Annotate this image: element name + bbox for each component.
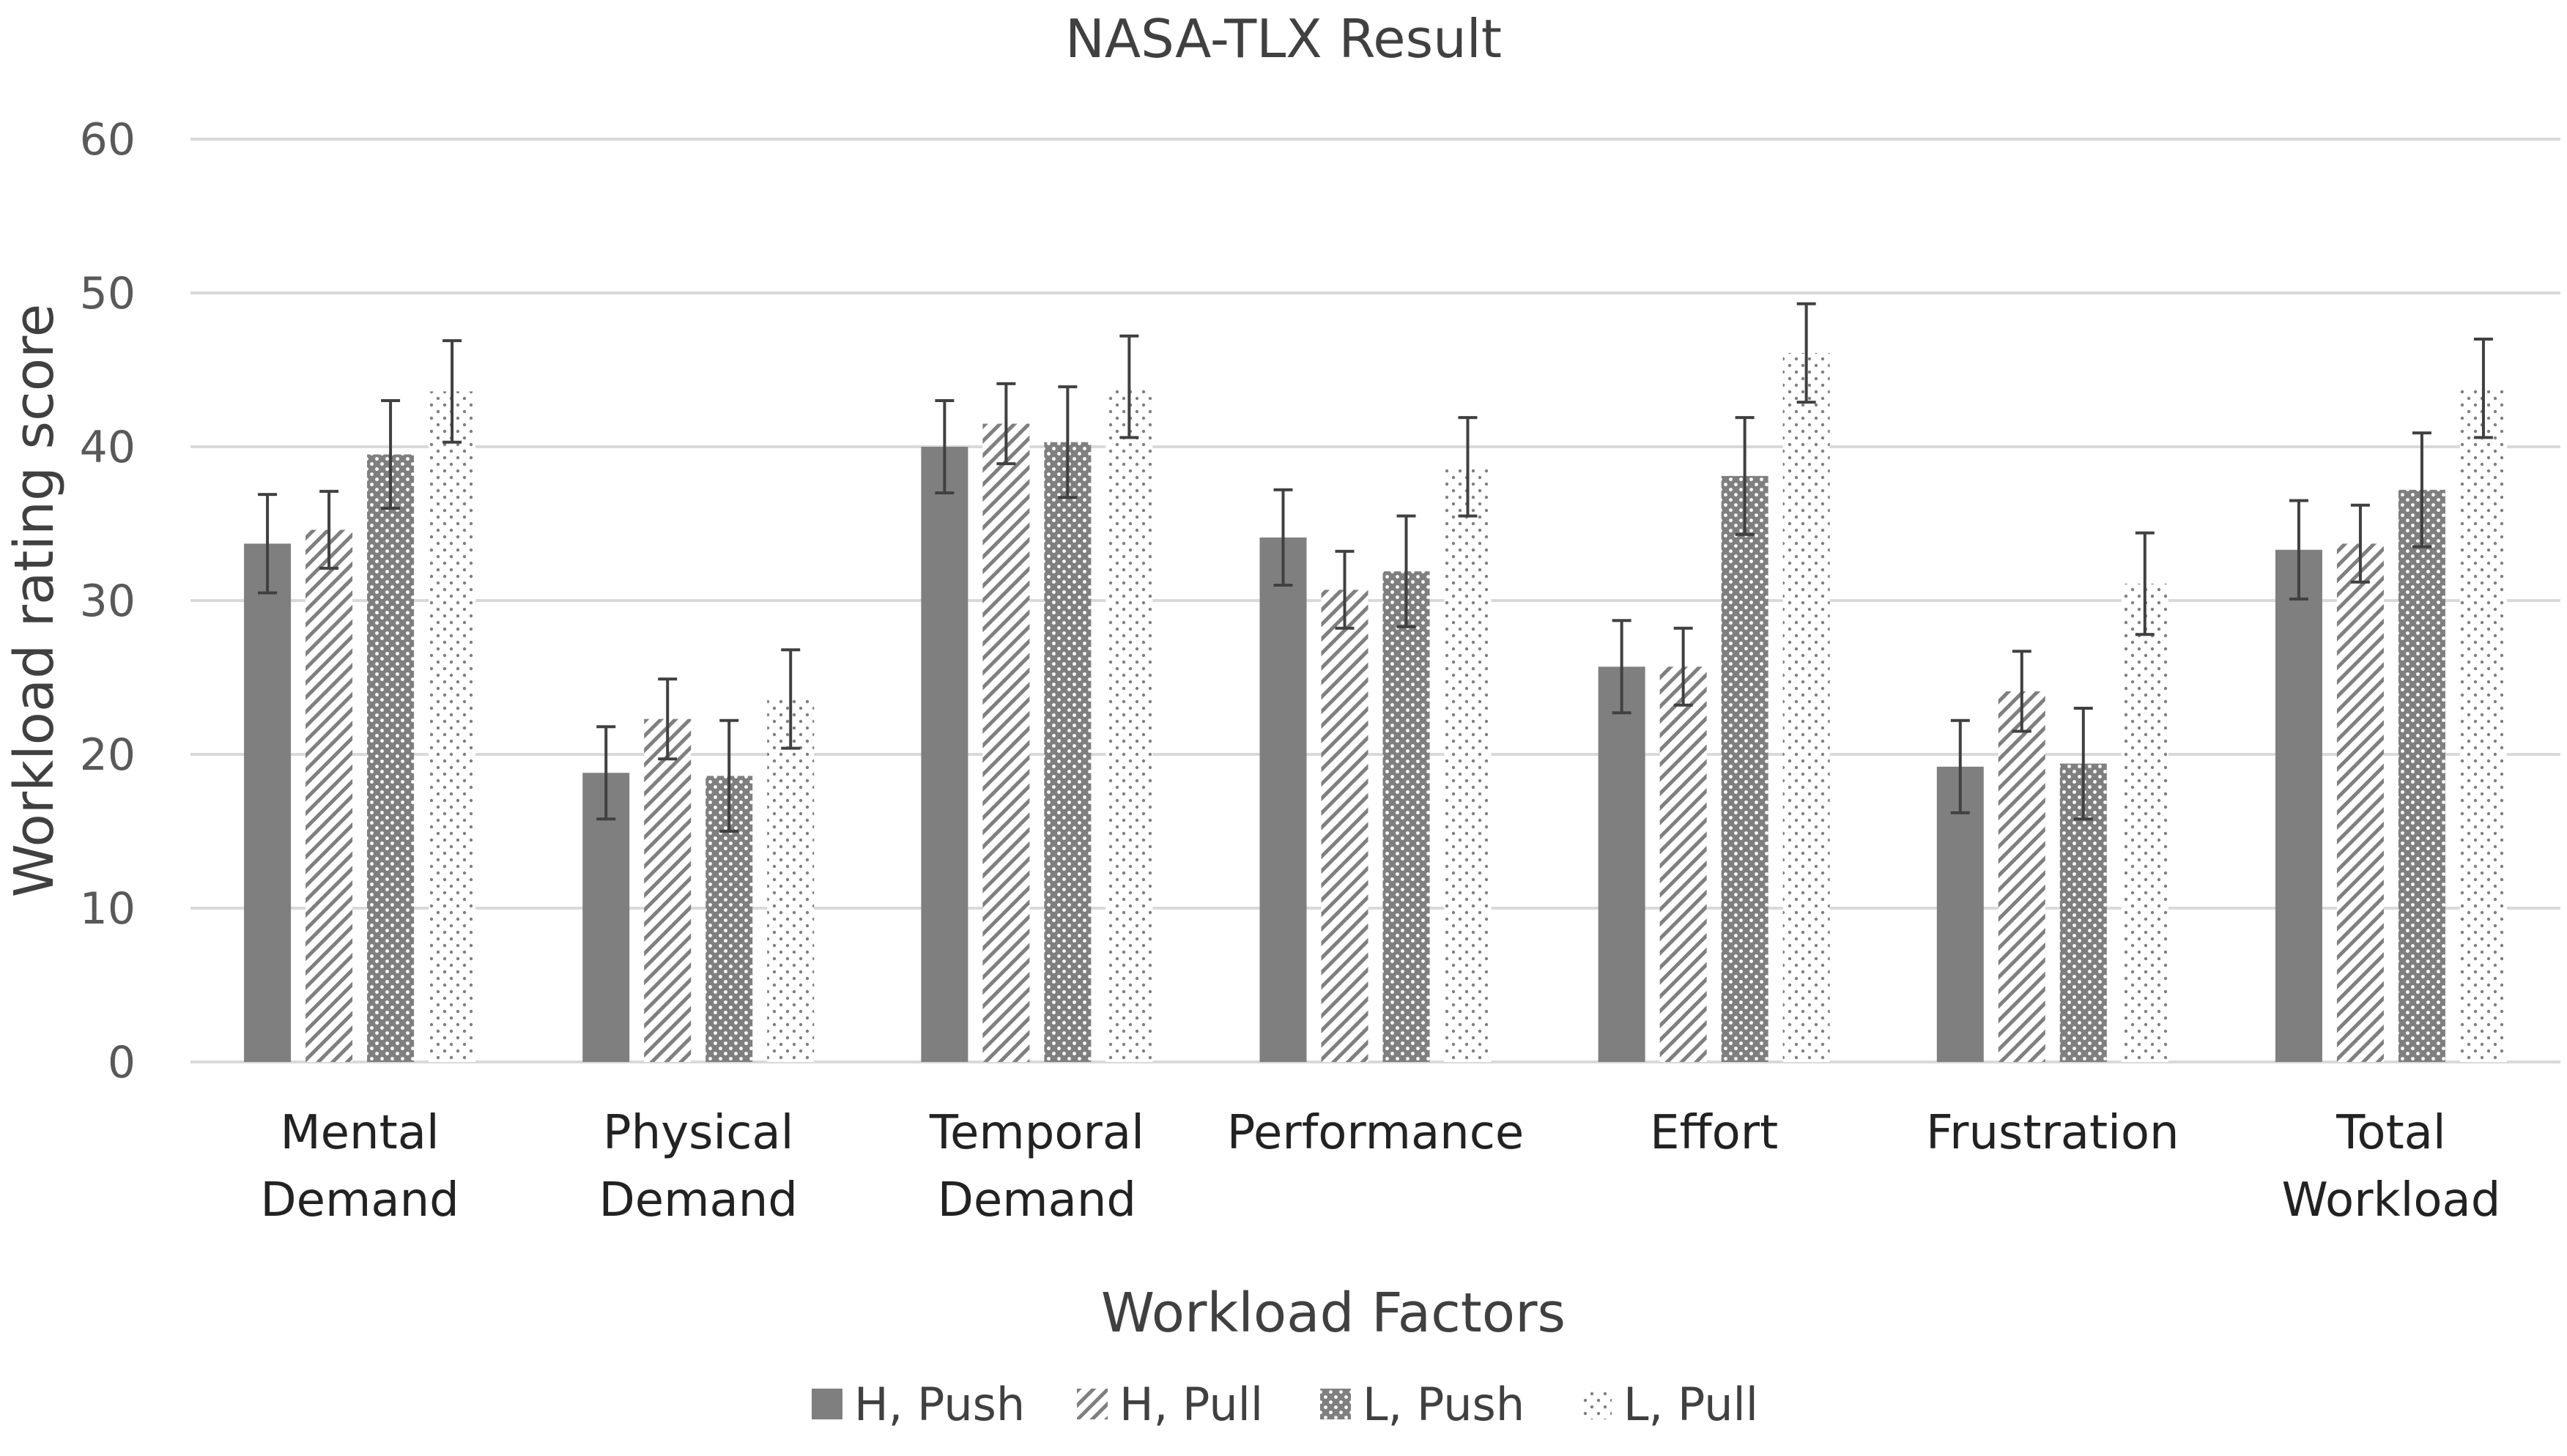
x-axis-title: Workload Factors [1101, 1282, 1566, 1345]
bar-sparse-dots [429, 391, 476, 1062]
x-category-label: Effort [1650, 1106, 1778, 1160]
bar-diagonal [644, 718, 692, 1062]
x-category-label: Physical Demand [599, 1106, 798, 1227]
bar-diagonal [2336, 543, 2384, 1062]
y-tick-label: 50 [80, 268, 136, 319]
y-tick-label: 0 [108, 1037, 136, 1088]
bar-solid [1598, 666, 1645, 1062]
bar-dots [1044, 442, 1092, 1062]
legend-swatch-dots [1320, 1389, 1351, 1419]
y-axis-title: Workload rating score [3, 304, 66, 898]
bar-dots [367, 454, 415, 1062]
bar-dots [2398, 489, 2445, 1062]
y-axis-ticks: 0 10 20 30 40 50 60 [80, 114, 136, 1088]
y-tick-label: 60 [80, 114, 136, 166]
bar-diagonal [305, 530, 353, 1062]
error-bars [258, 302, 2493, 833]
bar-solid [921, 447, 968, 1062]
x-axis-categories: Mental Demand Physical Demand Temporal Demand… [260, 1106, 2500, 1227]
y-tick-label: 10 [80, 883, 136, 935]
x-category-label: Mental Demand [260, 1106, 459, 1227]
x-category-label: Total Workload [2282, 1106, 2501, 1227]
bars [244, 352, 2507, 1062]
y-tick-label: 40 [80, 422, 136, 473]
legend-swatch-diagonal [1077, 1389, 1108, 1419]
bar-solid [1259, 537, 1307, 1062]
bar-solid [2275, 549, 2322, 1062]
legend-label: H, Push [854, 1378, 1025, 1431]
gridlines [190, 138, 2560, 1063]
bar-sparse-dots [1782, 352, 1830, 1062]
bar-sparse-dots [1105, 387, 1153, 1062]
bar-sparse-dots [1444, 467, 1492, 1062]
legend-swatch-sparse-dots [1581, 1389, 1612, 1419]
bar-diagonal [1998, 691, 2045, 1062]
x-category-label: Frustration [1926, 1106, 2179, 1160]
legend-label: L, Pull [1623, 1378, 1758, 1431]
bar-diagonal [982, 423, 1030, 1062]
y-tick-label: 20 [80, 729, 136, 781]
bar-diagonal [1321, 590, 1368, 1062]
x-category-label: Temporal Demand [929, 1106, 1144, 1227]
bar-sparse-dots [767, 699, 815, 1062]
bar-solid [1936, 766, 1984, 1062]
bar-solid [244, 543, 292, 1062]
bar-sparse-dots [2121, 583, 2168, 1062]
x-category-label: Performance [1227, 1106, 1525, 1160]
bar-dots [1721, 475, 1768, 1062]
bar-diagonal [1659, 666, 1707, 1062]
bar-solid [582, 773, 630, 1062]
bar-sparse-dots [2459, 388, 2507, 1062]
chart-title: NASA-TLX Result [1065, 8, 1502, 70]
legend: H, Push H, Pull L, Push L, Pull [812, 1378, 1758, 1431]
y-tick-label: 30 [80, 576, 136, 627]
legend-swatch-solid [812, 1389, 842, 1419]
legend-label: L, Push [1363, 1378, 1525, 1431]
legend-label: H, Pull [1119, 1378, 1263, 1431]
bar-dots [1382, 571, 1430, 1062]
